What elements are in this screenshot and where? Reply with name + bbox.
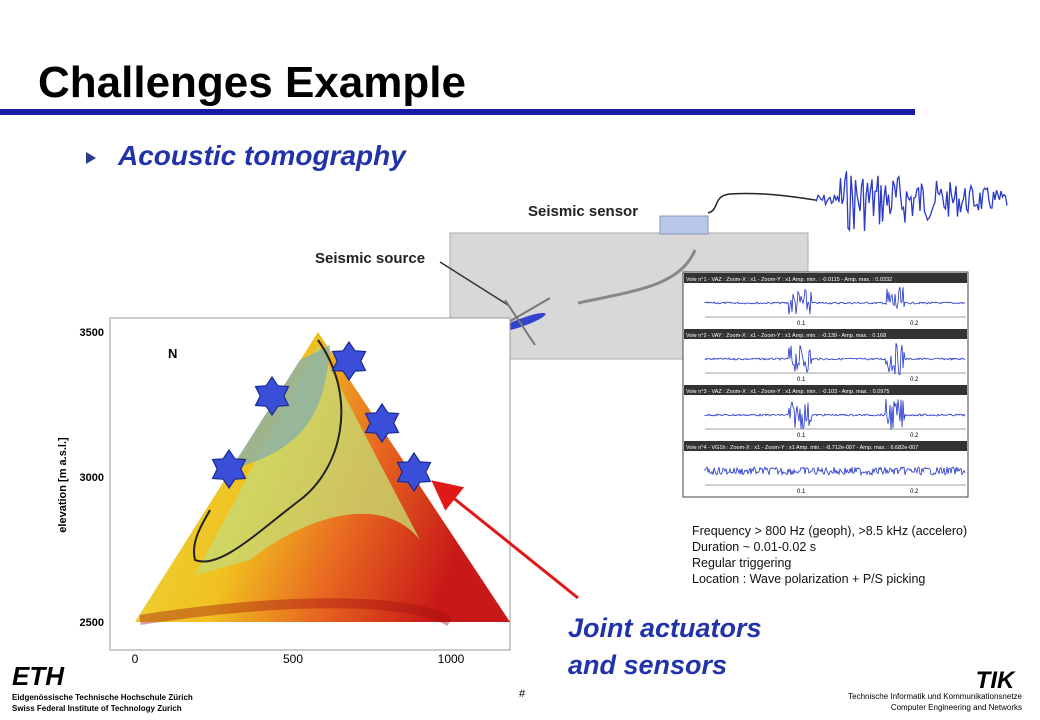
- leader-line: [439, 261, 509, 306]
- trace-header-bar: [684, 385, 967, 395]
- trace-time-label: 0.2: [910, 321, 919, 327]
- callout-arrow: [431, 480, 579, 600]
- waveform: [814, 171, 1008, 232]
- trace-panel: Voie n°1 - VAZ : Zoom-X : x1 - Zoom-Y : …: [682, 271, 969, 498]
- map-x-tick: 0: [132, 652, 139, 666]
- trace-line: [704, 465, 966, 477]
- trace-line: [704, 286, 966, 315]
- trace-header: Voie n°2 - VAY : Zoom-X : x1 - Zoom-Y : …: [686, 333, 886, 339]
- trace-header-bar: [684, 273, 967, 283]
- map-y-tick: 3500: [80, 327, 104, 339]
- trace-time-label: 0.2: [910, 377, 919, 383]
- trace-header: Voie n°1 - VAZ : Zoom-X : x1 - Zoom-Y : …: [686, 277, 892, 283]
- map-y-tick: 2500: [80, 617, 104, 629]
- source-label: Seismic source: [315, 250, 425, 267]
- trace-header: Voie n°3 - VAZ : Zoom-X : x1 - Zoom-Y : …: [686, 389, 889, 395]
- star: [396, 451, 432, 493]
- trace-header: Voie n°4 - VG1h : Zoom-X : x1 - Zoom-Y :…: [686, 445, 918, 451]
- contour: [193, 339, 343, 563]
- trace-header-bar: [684, 441, 967, 451]
- note-line: Regular triggering: [692, 556, 791, 570]
- sensor-label: Seismic sensor: [528, 203, 638, 220]
- notes: Frequency > 800 Hz (geoph), >8.5 kHz (ac…: [692, 524, 967, 586]
- map-x-tick: 1000: [438, 652, 465, 666]
- star: [331, 340, 367, 382]
- department: Technische Informatik und Kommunikations…: [848, 692, 1022, 701]
- trace-line: [704, 399, 966, 430]
- north-label: N: [168, 346, 177, 361]
- trace-time-label: 0.2: [910, 433, 919, 439]
- note-line: Location : Wave polarization + P/S picki…: [692, 572, 925, 586]
- trace-time-label: 0.2: [910, 489, 919, 495]
- callout-line: Joint actuators: [568, 613, 762, 643]
- star: [254, 375, 290, 417]
- note-line: Duration ~ 0.01-0.02 s: [692, 540, 816, 554]
- trace-header-bar: [684, 329, 967, 339]
- tik-logo: TIK: [976, 667, 1016, 694]
- trace-time-label: 0.1: [797, 321, 806, 327]
- bullet-text: Acoustic tomography: [117, 140, 407, 171]
- institution: Eidgenössische Technische Hochschule Zür…: [12, 693, 193, 702]
- note-line: Frequency > 800 Hz (geoph), >8.5 kHz (ac…: [692, 524, 967, 538]
- trace-background: [682, 271, 969, 498]
- eth-logo: ETH: [12, 661, 65, 691]
- stars: [211, 340, 432, 493]
- map-zone: [195, 345, 420, 575]
- callout-line: and sensors: [568, 650, 727, 680]
- source-ellipse: [500, 312, 546, 332]
- map-zone: [230, 345, 330, 470]
- trace-time-label: 0.1: [797, 377, 806, 383]
- star: [364, 402, 400, 444]
- trace-time-label: 0.1: [797, 433, 806, 439]
- y-axis-label: elevation [m a.s.l.]: [57, 437, 69, 533]
- institution: Swiss Federal Institute of Technology Zu…: [12, 704, 182, 713]
- map-zone: [139, 598, 453, 627]
- department: Computer Engineering and Networks: [891, 703, 1022, 712]
- waveform-lead: [707, 192, 816, 214]
- page-number: #: [519, 688, 526, 700]
- map-x-tick: 500: [283, 652, 303, 666]
- map-ticks: 3500 3000 2500 0 500 1000: [80, 327, 465, 666]
- sensor-box: [659, 215, 709, 235]
- trace-time-label: 0.1: [797, 489, 806, 495]
- map-y-tick: 3000: [80, 472, 104, 484]
- star: [211, 448, 247, 490]
- bullet-icon: [86, 152, 96, 164]
- title: Challenges Example: [38, 58, 466, 107]
- title-rule: [0, 109, 915, 115]
- wave-arrow: [577, 249, 697, 305]
- trace-line: [704, 343, 966, 375]
